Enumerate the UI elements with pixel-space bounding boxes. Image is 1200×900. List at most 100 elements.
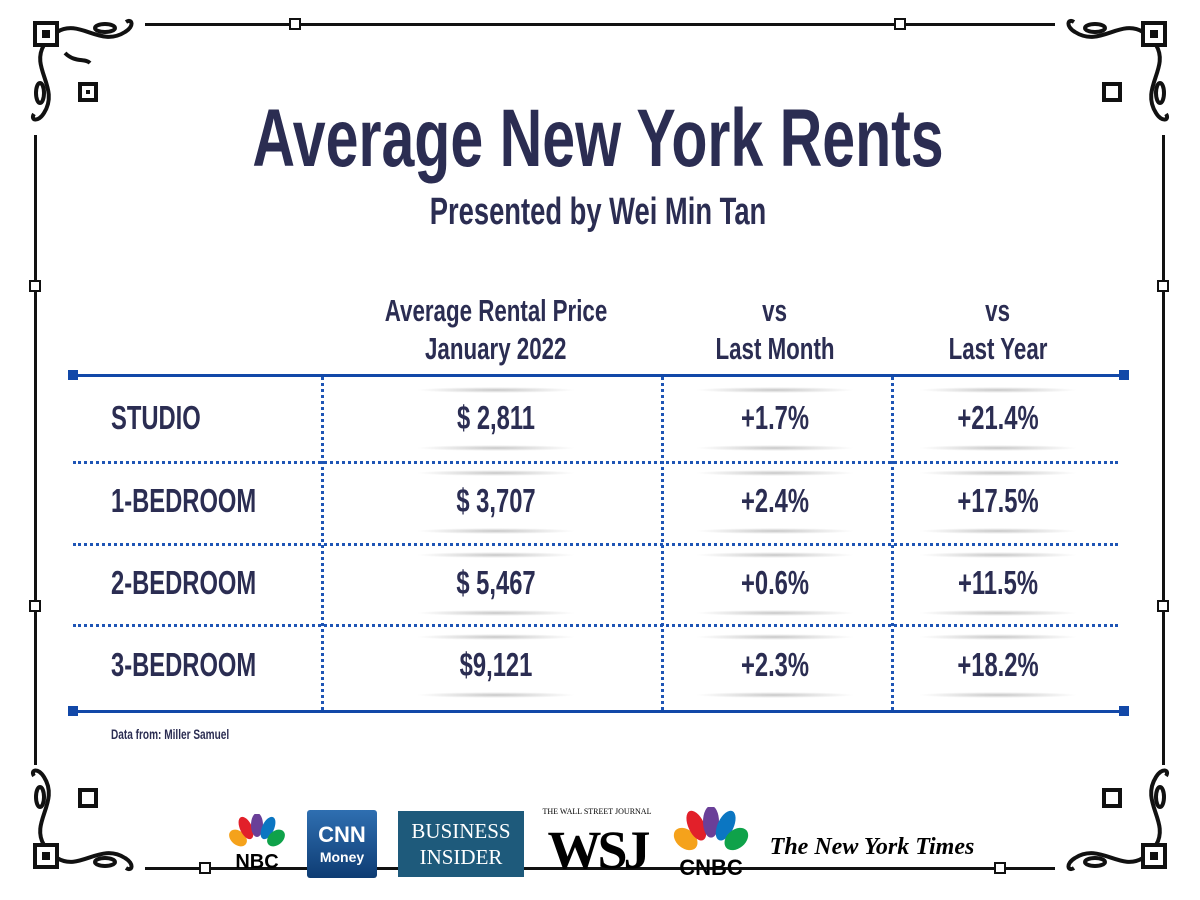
frame-right (1162, 135, 1165, 765)
cell-price: $ 5,467 (441, 564, 551, 602)
table-bottom-rule (73, 710, 1125, 713)
value-shadow (898, 470, 1098, 534)
logo-text: NBC (235, 851, 279, 873)
page-subtitle: Presented by Wei Min Tan (364, 190, 831, 234)
value-shadow (898, 634, 1098, 698)
value-shadow (396, 552, 596, 616)
row-label-text: STUDIO (111, 399, 201, 436)
rule-end (1119, 370, 1129, 380)
logo-nyt: The New York Times (766, 828, 978, 866)
column-divider (321, 377, 324, 710)
row-label-text: 3-BEDROOM (111, 646, 257, 683)
cell-value: +0.6% (740, 564, 810, 601)
header-line: January 2022 (425, 331, 567, 366)
cell-price: $9,121 (446, 646, 547, 684)
logo-text: WSJ (547, 819, 650, 880)
row-label: STUDIO (111, 399, 236, 437)
value-shadow (675, 552, 875, 616)
cell-month: +2.4% (728, 482, 823, 520)
row-label: 2-BEDROOM (111, 564, 313, 602)
row-divider (73, 624, 1118, 627)
corner-ornament-icon (31, 19, 134, 122)
cell-value: $9,121 (459, 646, 533, 683)
row-divider (73, 543, 1118, 546)
rule-end (68, 706, 78, 716)
frame-square (1157, 600, 1169, 612)
cell-value: +1.7% (740, 399, 810, 436)
header-line: vs (985, 293, 1011, 328)
logo-nbc: NBC (226, 810, 288, 878)
cell-value: $ 3,707 (456, 482, 536, 519)
value-shadow (675, 387, 875, 451)
rule-end (1119, 706, 1129, 716)
frame-square (29, 600, 41, 612)
header-line: Last Year (948, 331, 1048, 366)
corner-ornament-icon (1066, 19, 1169, 122)
cell-value: +2.4% (740, 482, 810, 519)
value-shadow (396, 634, 596, 698)
frame-left (34, 135, 37, 765)
logo-text: The New York Times (769, 834, 975, 860)
corner-ornament-icon (31, 768, 134, 871)
cell-year: +11.5% (942, 564, 1053, 602)
logo-text: INSIDER (419, 845, 503, 869)
value-shadow (898, 552, 1098, 616)
logo-cnbc: CNBC (666, 806, 756, 882)
frame-square (894, 18, 906, 30)
cell-month: +2.3% (728, 646, 823, 684)
header-line: Average Rental Price (384, 293, 608, 328)
table-top-rule (73, 374, 1125, 377)
peacock-icon (229, 814, 285, 847)
row-label-text: 1-BEDROOM (111, 482, 257, 519)
column-divider (661, 377, 664, 710)
header-price: Average Rental Price January 2022 (341, 292, 650, 368)
cell-year: +17.5% (942, 482, 1055, 520)
header-line: Last Month (715, 331, 835, 366)
rule-end (68, 370, 78, 380)
value-shadow (396, 387, 596, 451)
row-label: 3-BEDROOM (111, 646, 313, 684)
logo-cnn-money: CNN Money (307, 810, 377, 878)
cell-month: +0.6% (728, 564, 823, 602)
subtitle-text: Presented by Wei Min Tan (429, 191, 767, 233)
cell-value: +17.5% (957, 482, 1039, 519)
logo-text: THE WALL STREET JOURNAL (542, 806, 652, 816)
frame-square (1157, 280, 1169, 292)
page-title: Average New York Rents (118, 92, 1078, 186)
frame-square (29, 280, 41, 292)
cell-value: +11.5% (958, 564, 1038, 601)
header-last-month: vs Last Month (692, 292, 857, 368)
row-divider (73, 461, 1118, 464)
source-text: Data from: Miller Samuel (111, 726, 230, 742)
frame-square (199, 862, 211, 874)
value-shadow (675, 470, 875, 534)
cell-month: +1.7% (728, 399, 823, 437)
row-label: 1-BEDROOM (111, 482, 313, 520)
corner-ornament-icon (1066, 768, 1169, 871)
header-last-year: vs Last Year (929, 292, 1066, 368)
column-divider (891, 377, 894, 710)
row-label-text: 2-BEDROOM (111, 564, 257, 601)
cell-year: +21.4% (942, 399, 1055, 437)
value-shadow (675, 634, 875, 698)
frame-square (994, 862, 1006, 874)
cell-value: +2.3% (740, 646, 810, 683)
logo-text: BUSINESS (411, 819, 511, 843)
cell-year: +18.2% (942, 646, 1055, 684)
logo-wsj: THE WALL STREET JOURNAL WSJ (538, 804, 656, 882)
frame-bottom (145, 867, 1055, 870)
cell-value: +21.4% (957, 399, 1039, 436)
logo-text: CNBC (679, 855, 743, 880)
header-line: vs (762, 293, 788, 328)
value-shadow (396, 470, 596, 534)
frame-square (289, 18, 301, 30)
cell-value: $ 5,467 (456, 564, 536, 601)
data-source: Data from: Miller Samuel (111, 725, 275, 743)
value-shadow (898, 387, 1098, 451)
cell-value: $ 2,811 (457, 399, 535, 436)
cell-value: +18.2% (957, 646, 1039, 683)
cell-price: $ 2,811 (442, 399, 550, 437)
frame-top (145, 23, 1055, 26)
logo-text: Money (319, 849, 365, 865)
